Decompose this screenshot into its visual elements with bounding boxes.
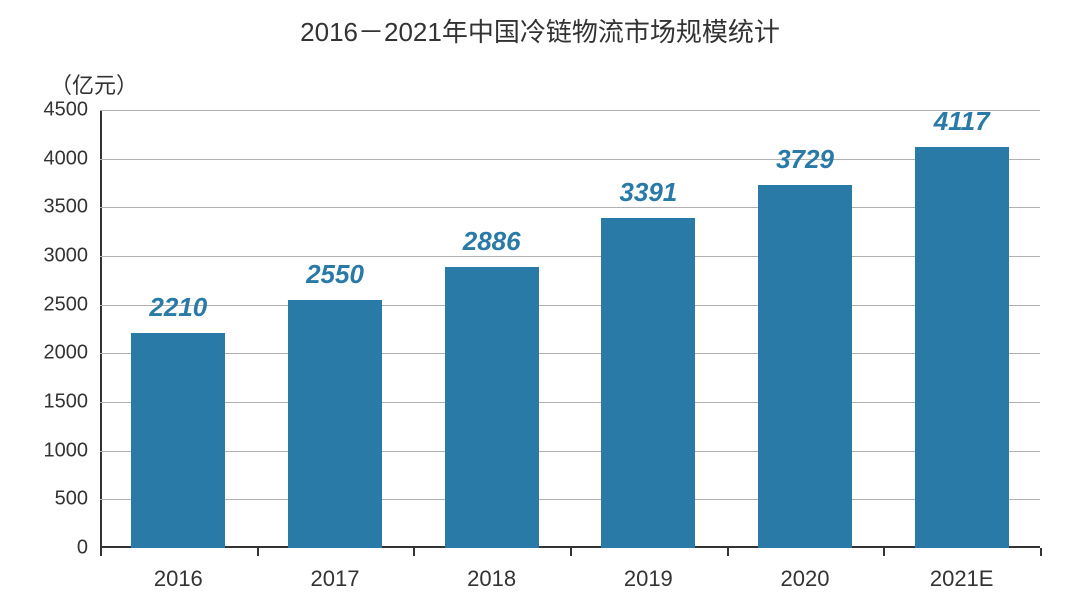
- grid-line: [100, 110, 1040, 111]
- y-tick-label: 2500: [18, 293, 88, 316]
- bar-value-label: 2550: [306, 259, 364, 290]
- x-tick-mark: [413, 548, 415, 556]
- bar: [445, 267, 539, 548]
- y-tick-label: 4000: [18, 147, 88, 170]
- grid-line: [100, 402, 1040, 403]
- bar: [601, 218, 695, 548]
- grid-line: [100, 256, 1040, 257]
- bar: [131, 333, 225, 548]
- plot-area: 0500100015002000250030003500400045002210…: [100, 110, 1040, 548]
- grid-line: [100, 499, 1040, 500]
- bar-value-label: 3729: [776, 144, 834, 175]
- grid-line: [100, 159, 1040, 160]
- y-tick-label: 1000: [18, 439, 88, 462]
- y-tick-label: 500: [18, 488, 88, 511]
- x-tick-mark: [1040, 548, 1042, 556]
- y-tick-label: 0: [18, 537, 88, 560]
- x-tick-mark: [570, 548, 572, 556]
- x-tick-label: 2018: [467, 566, 516, 592]
- x-tick-label: 2016: [154, 566, 203, 592]
- bar: [758, 185, 852, 548]
- x-tick-label: 2019: [624, 566, 673, 592]
- y-tick-label: 3000: [18, 245, 88, 268]
- y-tick-label: 3500: [18, 196, 88, 219]
- grid-line: [100, 305, 1040, 306]
- bar-value-label: 4117: [934, 106, 990, 137]
- y-axis-line: [100, 110, 102, 548]
- bar-value-label: 2886: [463, 226, 521, 257]
- y-tick-label: 1500: [18, 391, 88, 414]
- grid-line: [100, 451, 1040, 452]
- x-tick-mark: [727, 548, 729, 556]
- y-axis-unit: （亿元）: [50, 68, 138, 100]
- chart-title: 2016－2021年中国冷链物流市场规模统计: [0, 12, 1080, 49]
- y-tick-label: 4500: [18, 99, 88, 122]
- x-tick-label: 2017: [311, 566, 360, 592]
- grid-line: [100, 207, 1040, 208]
- x-tick-label: 2020: [781, 566, 830, 592]
- x-tick-mark: [883, 548, 885, 556]
- bar: [915, 147, 1009, 548]
- x-tick-label: 2021E: [930, 566, 994, 592]
- bar-value-label: 2210: [149, 292, 207, 323]
- grid-line: [100, 353, 1040, 354]
- bar: [288, 300, 382, 548]
- x-tick-mark: [257, 548, 259, 556]
- chart-container: 2016－2021年中国冷链物流市场规模统计 （亿元） 050010001500…: [0, 0, 1080, 609]
- y-tick-label: 2000: [18, 342, 88, 365]
- x-tick-mark: [100, 548, 102, 556]
- bar-value-label: 3391: [619, 177, 677, 208]
